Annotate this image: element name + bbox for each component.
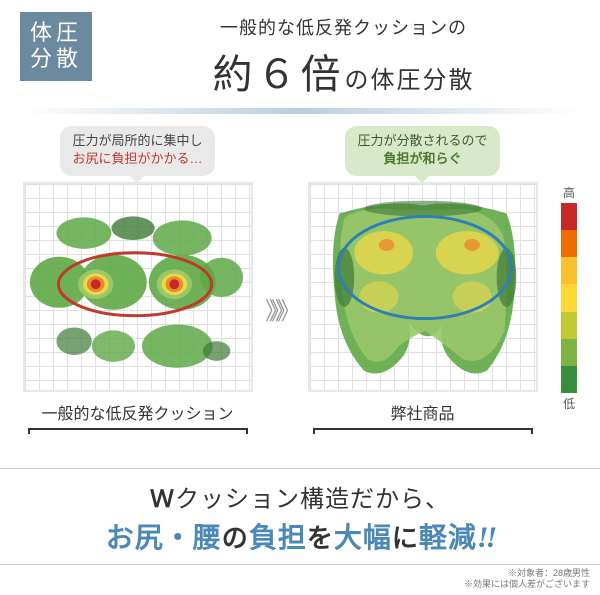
colorbar-low: 低 — [558, 395, 580, 412]
seg — [561, 312, 577, 339]
seg — [561, 203, 577, 230]
badge-line1: 体圧 — [30, 20, 82, 46]
colorbar-high: 高 — [558, 184, 580, 201]
callout-left-l2: お尻に負担がかかる… — [72, 151, 202, 166]
panel-product: 圧力が分散されるので 負担が和らぐ — [295, 126, 550, 430]
comparison-row: 圧力が局所的に集中し お尻に負担がかかる… — [0, 114, 600, 430]
footer-w: Ｗ — [150, 487, 175, 513]
panel-generic: 圧力が局所的に集中し お尻に負担がかかる… — [10, 126, 265, 430]
seg — [561, 284, 577, 311]
callout-left-l1: 圧力が局所的に集中し — [72, 133, 202, 148]
note1: ※対象者：28歳男性 — [464, 568, 590, 580]
caption-left: 一般的な低反発クッション — [10, 400, 265, 424]
pressure-badge: 体圧 分散 — [20, 12, 92, 81]
footnotes: ※対象者：28歳男性 ※効果には個人差がございます — [464, 568, 590, 591]
note2: ※効果には個人差がございます — [464, 579, 590, 591]
seg — [561, 366, 577, 393]
callout-right-l2: 負担が和らぐ — [383, 151, 461, 166]
footer-line1b: クッション構造だから、 — [175, 487, 450, 513]
footer: Ｗクッション構造だから、 お尻・腰の負担を大幅に軽減!! — [0, 468, 600, 565]
seg — [561, 257, 577, 284]
arrows-icon: 》》》 — [265, 291, 295, 326]
seg — [561, 230, 577, 257]
headline-line1: 一般的な低反発クッションの — [107, 14, 580, 40]
headline-big: 約６倍 — [213, 52, 345, 97]
footer-line2: お尻・腰の負担を大幅に軽減!! — [0, 516, 600, 556]
heatmap-left — [25, 184, 251, 390]
caption-underline — [28, 428, 248, 430]
header: 体圧 分散 一般的な低反発クッションの 約６倍の体圧分散 — [0, 0, 600, 100]
heatmap-right — [310, 184, 536, 390]
headline-line2: 約６倍の体圧分散 — [107, 42, 580, 100]
headline-tail: の体圧分散 — [345, 67, 475, 94]
footer-line1: Ｗクッション構造だから、 — [0, 479, 600, 514]
caption-underline — [313, 428, 533, 430]
callout-right: 圧力が分散されるので 負担が和らぐ — [345, 126, 499, 176]
caption-right: 弊社商品 — [295, 400, 550, 424]
seg — [561, 339, 577, 366]
headline: 一般的な低反発クッションの 約６倍の体圧分散 — [107, 12, 580, 100]
colorbar: 高 低 — [558, 184, 580, 414]
badge-line2: 分散 — [30, 46, 82, 72]
colorbar-bar — [561, 203, 577, 393]
callout-right-l1: 圧力が分散されるので — [357, 133, 487, 148]
callout-left: 圧力が局所的に集中し お尻に負担がかかる… — [60, 126, 214, 176]
pressure-map-right — [308, 182, 538, 392]
pressure-map-left — [23, 182, 253, 392]
